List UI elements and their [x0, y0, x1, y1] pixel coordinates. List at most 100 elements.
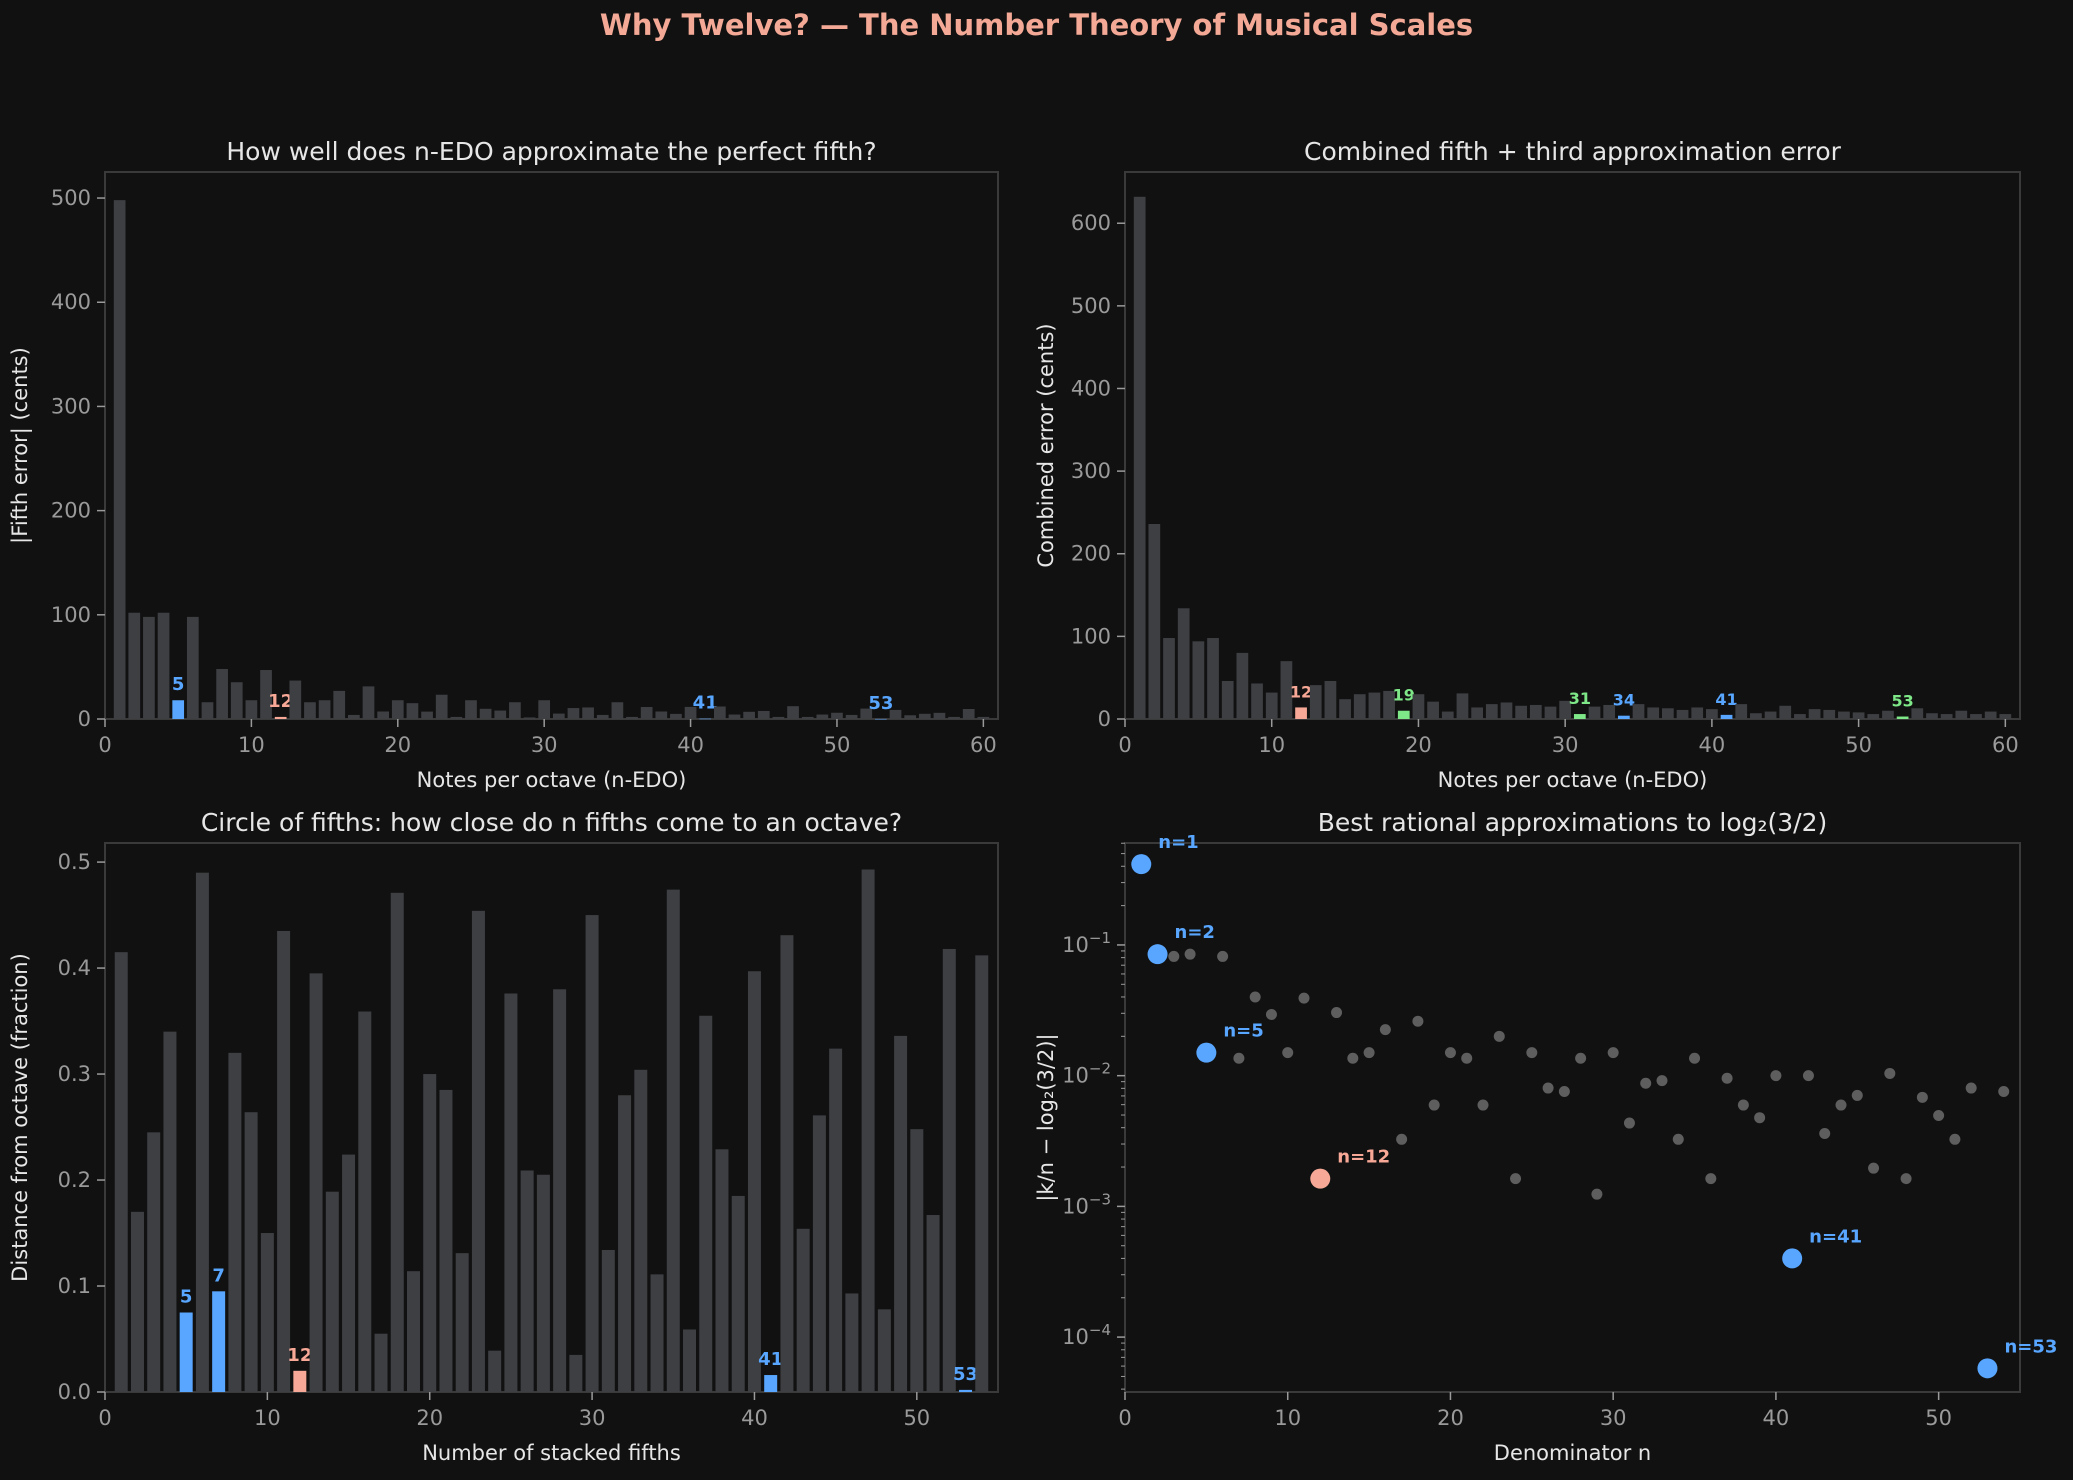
rational-point — [1607, 1047, 1619, 1059]
rational-frame — [1124, 842, 2021, 1393]
circle-bar — [439, 1089, 453, 1392]
combined-title: Combined fifth + third approximation err… — [1304, 137, 1842, 166]
combined-bar — [1133, 196, 1146, 719]
rational-point — [1900, 1173, 1912, 1185]
fifth-bar — [186, 616, 199, 719]
fifth-xtick-label: 0 — [98, 733, 111, 757]
circle-bar — [244, 1112, 258, 1392]
rational-point — [1542, 1082, 1554, 1094]
fifth-bar — [304, 702, 316, 719]
fifth-bar — [391, 700, 404, 719]
combined-bar — [1339, 699, 1351, 719]
combined-bar — [1383, 690, 1395, 719]
circle-bar — [553, 989, 567, 1392]
circle-bar — [861, 869, 875, 1392]
combined-bar — [1251, 683, 1263, 719]
fifth-bar — [421, 711, 433, 719]
fifth-bar — [552, 713, 565, 719]
combined-bar-highlight-31 — [1573, 714, 1586, 719]
rational-point — [1884, 1067, 1896, 1079]
circle-bar — [747, 971, 761, 1392]
fifth-bar — [596, 714, 609, 719]
fifth-bar — [494, 710, 507, 719]
rational-ytick-label: 10−1 — [1062, 929, 1111, 957]
circle-bar — [877, 1309, 891, 1392]
circle-ytick-label: 0.5 — [58, 850, 91, 874]
fifth-bar — [743, 711, 755, 719]
combined-bar — [1691, 707, 1704, 719]
rational-ytick-label: 10−4 — [1062, 1321, 1111, 1349]
rational-xtick-label: 10 — [1274, 1406, 1301, 1430]
fifth-bar — [904, 715, 917, 719]
fifth-bar — [933, 712, 946, 719]
combined-ytick-label: 600 — [1071, 211, 1111, 235]
circle-bar — [163, 1031, 177, 1392]
circle-bar — [277, 930, 291, 1392]
fifth-bar — [757, 710, 770, 719]
rational-point — [1737, 1099, 1749, 1111]
combined-xtick-label: 60 — [1992, 733, 2019, 757]
fifth-ytick-label: 100 — [51, 603, 91, 627]
rational-point — [1868, 1162, 1880, 1174]
circle-bar — [829, 1048, 843, 1392]
combined-bar — [1794, 714, 1806, 719]
circle-bar-label-41: 41 — [758, 1349, 783, 1370]
combined-ytick-label: 400 — [1071, 376, 1111, 400]
fifth-bar — [831, 712, 843, 719]
circle-ytick-label: 0.0 — [58, 1380, 91, 1404]
circle-bar — [618, 1095, 632, 1392]
rational-point — [1347, 1052, 1359, 1064]
circle-bar — [455, 1253, 469, 1392]
rational-point — [1656, 1075, 1668, 1087]
rational-xtick-label: 30 — [1600, 1406, 1627, 1430]
rational-point — [1282, 1047, 1294, 1059]
circle-bar — [650, 1274, 664, 1392]
fifth-ylabel: |Fifth error| (cents) — [8, 347, 33, 544]
circle-bar — [130, 1211, 144, 1392]
circle-bar — [536, 1174, 550, 1392]
rational-xtick-label: 40 — [1763, 1406, 1790, 1430]
circle-xtick-label: 50 — [903, 1406, 930, 1430]
rational-point — [1379, 1024, 1391, 1036]
rational-point — [1916, 1091, 1928, 1103]
circle-bar — [731, 1195, 745, 1392]
fifth-bar-label-12: 12 — [268, 691, 293, 712]
fifth-ytick-label: 400 — [51, 290, 91, 314]
fifth-bar — [640, 707, 653, 719]
rational-point — [1835, 1099, 1847, 1111]
fifth-xtick-label: 60 — [970, 733, 997, 757]
circle-bar — [634, 1069, 648, 1392]
combined-ytick-label: 500 — [1071, 294, 1111, 318]
rational-point — [1591, 1188, 1603, 1200]
circle-bar-highlight-5 — [179, 1312, 193, 1392]
combined-bar-highlight-41 — [1720, 714, 1733, 719]
circle-bar — [699, 1015, 713, 1392]
rational-point — [1819, 1128, 1831, 1140]
circle-bar — [406, 1271, 420, 1392]
combined-bar — [1662, 708, 1674, 719]
combined-bar — [1808, 709, 1821, 719]
fifth-frame — [104, 171, 999, 720]
combined-xtick-label: 10 — [1258, 733, 1285, 757]
combined-bar — [1353, 694, 1366, 719]
combined-bar — [1192, 641, 1205, 719]
combined-bar — [1955, 710, 1968, 719]
circle-bar — [520, 1170, 534, 1392]
circle-ylabel: Distance from octave (fraction) — [8, 953, 32, 1282]
combined-xlabel: Notes per octave (n-EDO) — [1438, 768, 1708, 792]
combined-ytick-label: 0 — [1098, 707, 1111, 731]
circle-bar — [471, 910, 485, 1392]
combined-ytick-label: 300 — [1071, 459, 1111, 483]
fifth-bar — [523, 717, 536, 719]
combined-bar — [1838, 711, 1850, 719]
combined-xtick-label: 0 — [1118, 733, 1131, 757]
circle-bar — [423, 1074, 437, 1392]
fifth-bar — [962, 708, 975, 719]
rational-point — [1461, 1052, 1473, 1064]
rational-point-highlight-41 — [1782, 1248, 1803, 1269]
fifth-bar — [582, 707, 594, 719]
combined-bar — [1823, 709, 1836, 719]
combined-bar — [1676, 709, 1689, 719]
rational-point — [1575, 1052, 1587, 1064]
